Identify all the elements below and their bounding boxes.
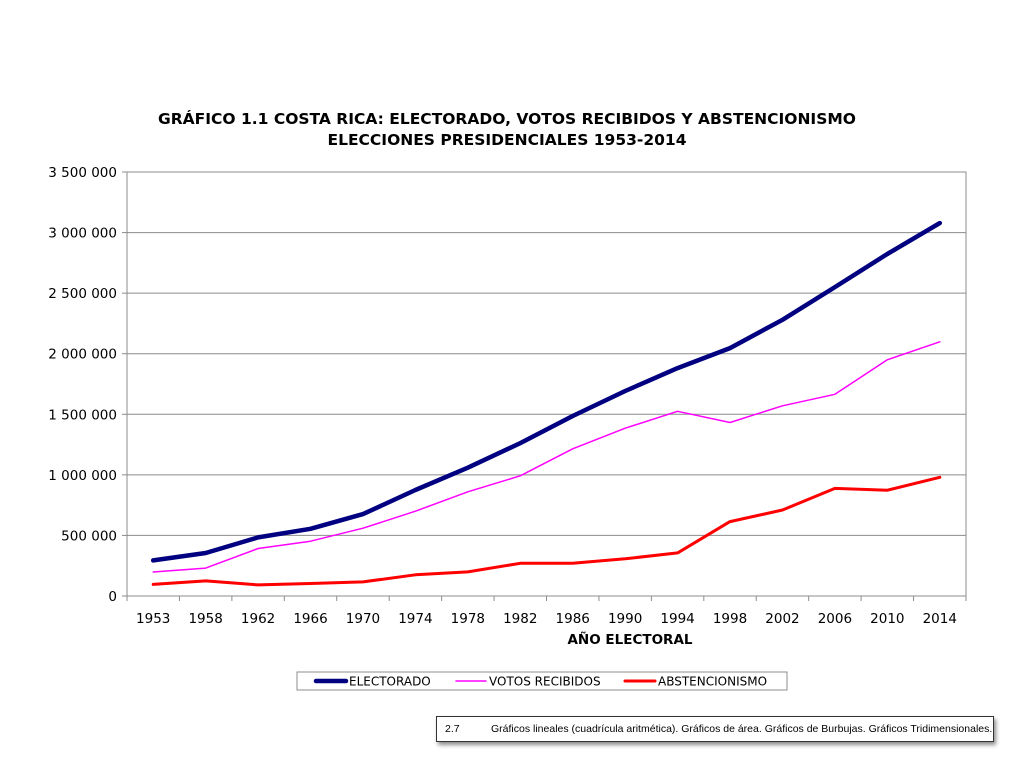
footer-caption: 2.7 Gráficos lineales (cuadrícula aritmé… <box>436 716 994 742</box>
plot-area <box>126 171 967 597</box>
x-tick-label: 1958 <box>188 611 222 627</box>
series-line-electorado <box>150 220 943 563</box>
series-lines <box>150 220 943 587</box>
x-tick-label: 1970 <box>346 611 380 627</box>
y-tick-label: 2 000 000 <box>48 347 117 363</box>
series-line-abstencionismo <box>151 475 942 587</box>
y-tick-label: 1 000 000 <box>48 468 117 484</box>
x-tick-label: 2010 <box>870 611 904 627</box>
x-tick-label: 1974 <box>398 611 432 627</box>
y-axis: 0 500 000 1 000 000 1 500 000 2 000 000 2 500… <box>48 165 127 605</box>
x-tick-label: 1953 <box>136 611 170 627</box>
x-axis: 1953 1958 1962 1966 1970 1974 1978 1982 1986 1990… <box>126 596 967 627</box>
x-tick-label: 1998 <box>713 611 747 627</box>
footer-text: Gráficos lineales (cuadrícula aritmética… <box>491 723 993 735</box>
x-axis-title: AÑO ELECTORAL <box>567 631 692 648</box>
x-tick-label: 1962 <box>241 611 275 627</box>
y-tick-label: 500 000 <box>61 528 117 544</box>
chart-title: GRÁFICO 1.1 COSTA RICA: ELECTORADO, VOTO… <box>158 109 856 128</box>
legend-label: ABSTENCIONISMO <box>658 675 767 689</box>
x-tick-label: 1982 <box>503 611 537 627</box>
footer-number: 2.7 <box>445 723 460 735</box>
y-tick-label: 3 500 000 <box>48 165 117 181</box>
x-tick-label: 1978 <box>451 611 485 627</box>
x-tick-label: 1966 <box>293 611 327 627</box>
gridlines <box>127 232 966 536</box>
y-tick-label: 3 000 000 <box>48 226 117 242</box>
y-tick-label: 0 <box>108 589 117 605</box>
y-tick-label: 1 500 000 <box>48 407 117 423</box>
legend-label: VOTOS RECIBIDOS <box>489 675 601 689</box>
x-tick-label: 2014 <box>923 611 957 627</box>
x-tick-label: 1990 <box>608 611 642 627</box>
chart-subtitle: ELECCIONES PRESIDENCIALES 1953-2014 <box>328 131 687 149</box>
x-tick-label: 1986 <box>556 611 590 627</box>
legend-box <box>296 671 788 691</box>
y-tick-label: 2 500 000 <box>48 286 117 302</box>
x-tick-label: 2006 <box>818 611 852 627</box>
legend: ELECTORADO VOTOS RECIBIDOS ABSTENCIONISMO <box>296 671 788 691</box>
x-tick-label: 1994 <box>660 611 694 627</box>
x-tick-label: 2002 <box>765 611 799 627</box>
series-line-votos-recibidos <box>152 341 941 573</box>
legend-label: ELECTORADO <box>349 675 431 689</box>
